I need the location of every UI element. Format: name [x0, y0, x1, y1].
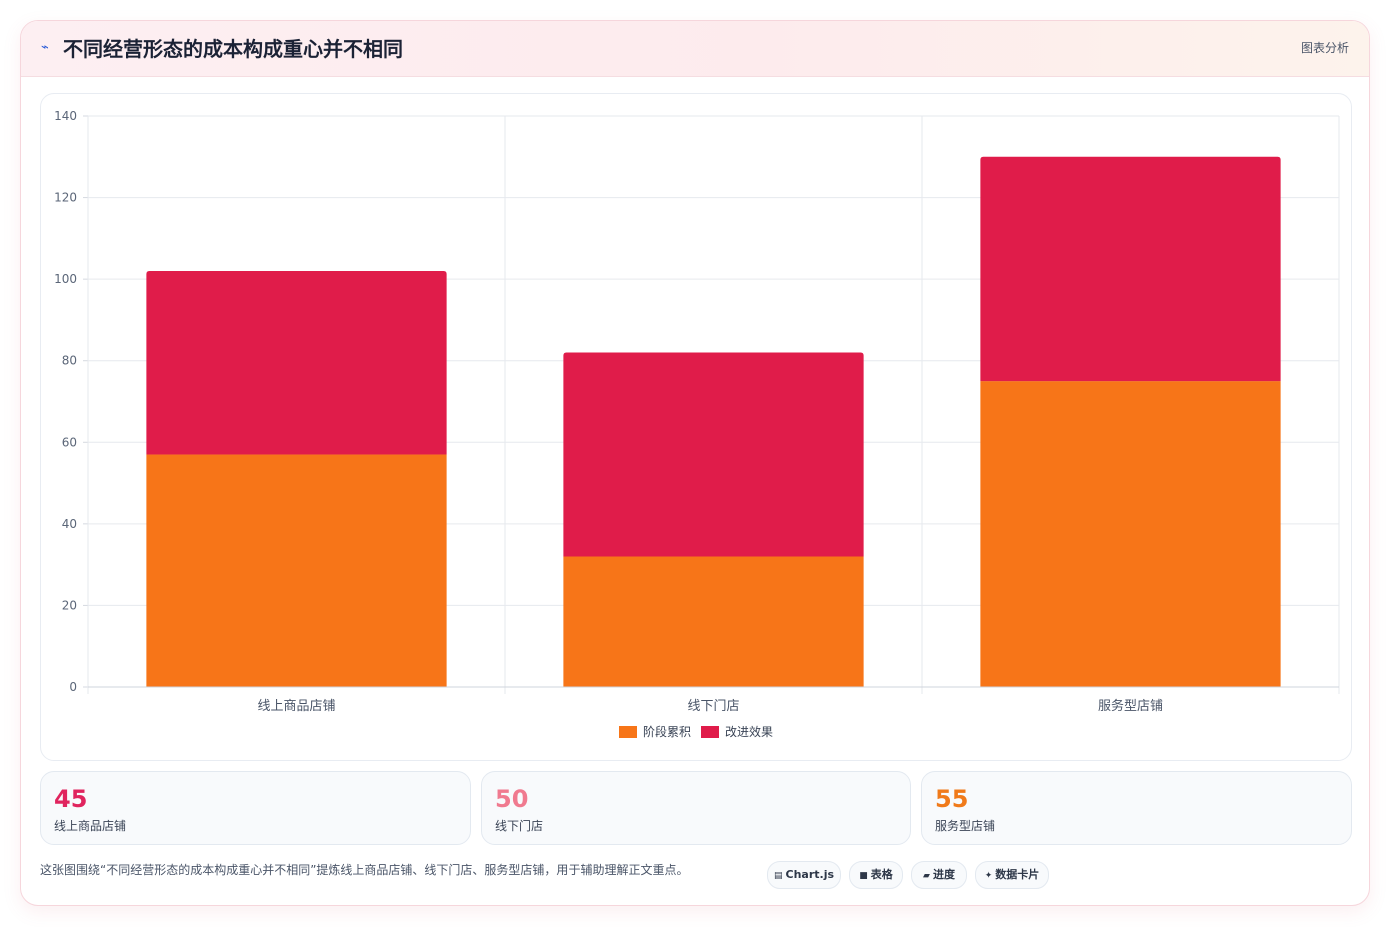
chip-label: 表格	[870, 868, 893, 881]
bar-segment	[146, 454, 447, 687]
chip-label: 进度	[932, 868, 955, 881]
sparkle-icon: ✦	[984, 871, 993, 881]
chip-progress[interactable]: ▰ 进度	[911, 861, 967, 889]
chip-label: Chart.js	[785, 868, 835, 881]
y-tick-label: 100	[54, 272, 77, 286]
bar-segment	[563, 352, 864, 557]
chart-panel: 0 20 40 60 80 100 120 140 线上商品店铺 线下门店 服务型店铺阶段累积 改进效…	[40, 93, 1352, 761]
bar-segment	[146, 270, 447, 455]
y-tick-label: 120	[54, 191, 77, 205]
legend-swatch	[619, 726, 637, 738]
stat-label: 线下门店	[495, 819, 544, 833]
chip-table[interactable]: ■ 表格	[849, 861, 903, 889]
x-tick-label: 服务型店铺	[1098, 698, 1163, 714]
y-tick-label: 140	[54, 109, 77, 123]
chip-label: 数据卡片	[995, 868, 1040, 881]
bar-segment	[980, 381, 1281, 687]
stat-card-offline: 50 线下门店	[481, 771, 911, 845]
stat-label: 线上商品店铺	[54, 819, 127, 833]
legend-label: 阶段累积	[643, 724, 691, 739]
chip-data-card[interactable]: ✦ 数据卡片	[975, 861, 1049, 889]
grid-icon: ▤	[773, 871, 783, 881]
bar-segment	[563, 556, 864, 687]
progress-icon: ▰	[923, 871, 930, 881]
chart-line-icon: ⌁	[41, 40, 49, 55]
y-tick-label: 60	[62, 435, 77, 449]
bar-segment	[980, 156, 1281, 382]
table-icon: ■	[859, 871, 868, 881]
y-tick-label: 0	[69, 680, 77, 694]
card-header: ⌁ 不同经营形态的成本构成重心并不相同 图表分析	[21, 21, 1369, 77]
stat-card-online: 45 线上商品店铺	[40, 771, 471, 845]
page-title: 不同经营形态的成本构成重心并不相同	[63, 37, 403, 61]
legend-label: 改进效果	[725, 724, 773, 739]
stat-card-service: 55 服务型店铺	[921, 771, 1352, 845]
stat-value: 45	[54, 785, 88, 813]
stat-label: 服务型店铺	[935, 819, 996, 833]
x-tick-label: 线上商品店铺	[257, 699, 335, 714]
stat-value: 50	[495, 785, 529, 813]
chip-chartjs[interactable]: ▤ Chart.js	[767, 861, 841, 889]
chart-caption: 这张图围绕“不同经营形态的成本构成重心并不相同”提炼线上商品店铺、线下门店、服务…	[40, 863, 689, 877]
chart-analysis-link[interactable]: 图表分析	[1300, 41, 1349, 55]
y-tick-label: 40	[62, 517, 77, 531]
legend-swatch	[701, 726, 719, 738]
y-tick-label: 80	[62, 354, 77, 368]
stat-value: 55	[935, 785, 969, 813]
chart-card: ⌁ 不同经营形态的成本构成重心并不相同 图表分析 0 20 40 60 80 100 120…	[20, 20, 1370, 906]
x-tick-label: 线下门店	[687, 699, 739, 714]
y-tick-label: 20	[62, 598, 77, 612]
